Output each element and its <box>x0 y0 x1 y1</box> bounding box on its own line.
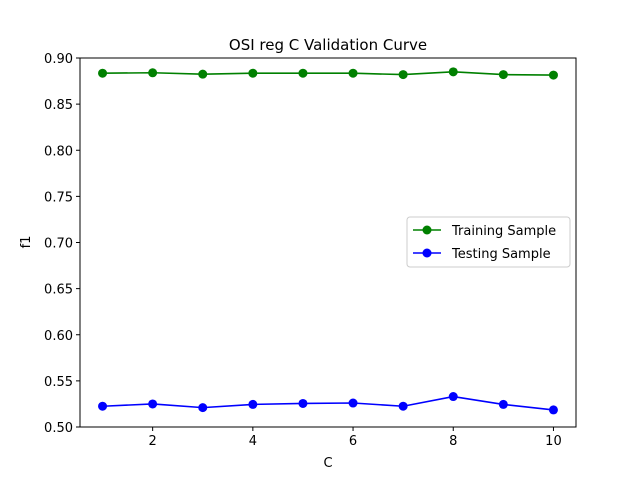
data-point-training-sample <box>398 70 408 80</box>
x-tick-label: 6 <box>349 434 357 449</box>
data-point-training-sample <box>448 67 458 77</box>
axes-frame <box>79 57 577 428</box>
x-axis-label: C <box>323 456 332 471</box>
y-axis-label: f1 <box>19 236 34 249</box>
legend-marker-training <box>422 225 432 235</box>
x-tick-label: 8 <box>449 434 457 449</box>
x-tick-label: 2 <box>149 434 157 449</box>
data-point-training-sample <box>498 70 508 80</box>
legend-label-training: Training Sample <box>451 224 556 239</box>
data-point-training-sample <box>98 68 108 78</box>
y-tick-label: 0.90 <box>44 52 73 67</box>
y-tick-label: 0.85 <box>44 98 73 113</box>
data-point-training-sample <box>148 68 158 78</box>
y-tick-label: 0.75 <box>44 190 73 205</box>
y-tick-label: 0.70 <box>44 237 73 252</box>
series-line-testing-sample <box>102 395 554 411</box>
data-point-testing-sample <box>248 399 258 409</box>
y-tick-label: 0.55 <box>44 375 73 390</box>
data-point-testing-sample <box>448 392 458 402</box>
data-point-testing-sample <box>298 398 308 408</box>
y-tick-label: 0.50 <box>44 421 73 436</box>
legend-label-testing: Testing Sample <box>451 247 551 262</box>
data-point-testing-sample <box>498 399 508 409</box>
legend-box <box>406 216 571 268</box>
data-point-training-sample <box>298 68 308 78</box>
data-point-training-sample <box>348 68 358 78</box>
data-point-testing-sample <box>398 401 408 411</box>
data-point-training-sample <box>248 68 258 78</box>
legend-marker-testing <box>422 248 432 258</box>
chart-title: OSI reg C Validation Curve <box>229 36 427 54</box>
data-point-testing-sample <box>98 401 108 411</box>
x-tick-label: 10 <box>545 434 562 449</box>
data-point-training-sample <box>548 70 558 80</box>
data-point-testing-sample <box>198 403 208 413</box>
y-tick-label: 0.65 <box>44 283 73 298</box>
y-tick-label: 0.80 <box>44 144 73 159</box>
data-point-testing-sample <box>548 405 558 415</box>
plot-area: 2 4 6 8 10 0.50 0.55 0.60 0.65 0.70 0.75 0.80 0.85 0.… <box>44 52 562 449</box>
x-tick-label: 4 <box>249 434 257 449</box>
legend: Training Sample Testing Sample <box>406 216 571 268</box>
data-point-testing-sample <box>348 398 358 408</box>
data-point-training-sample <box>198 69 208 79</box>
series-line-training-sample <box>102 71 554 76</box>
y-tick-label: 0.60 <box>44 329 73 344</box>
data-point-testing-sample <box>148 399 158 409</box>
